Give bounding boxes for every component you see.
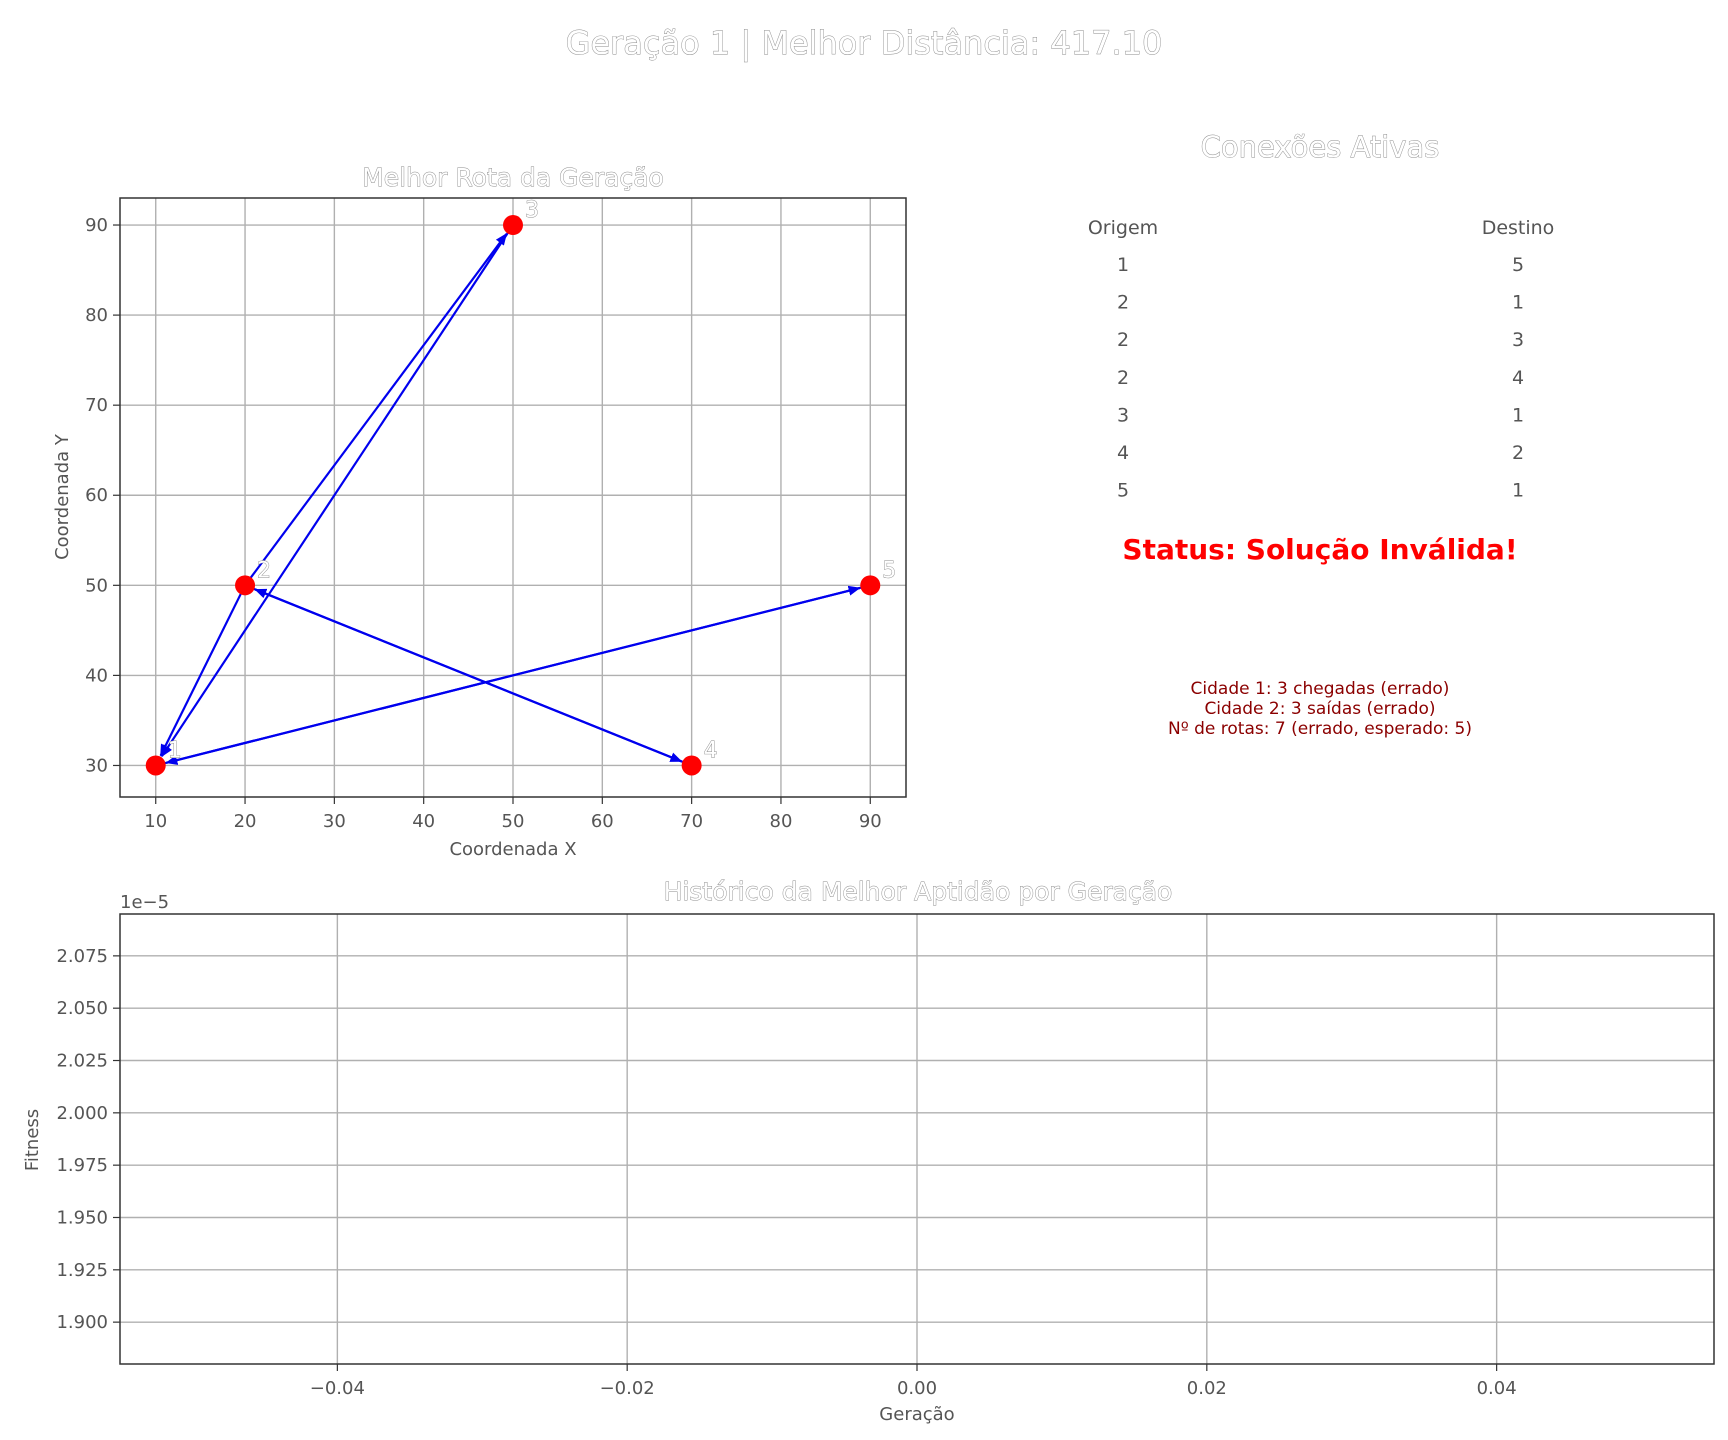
city-label-2: 2 — [257, 558, 271, 583]
connection-origin-cell: 3 — [1117, 404, 1129, 426]
fitness-y-tick-label: 2.075 — [56, 946, 108, 967]
connection-destination-cell: 1 — [1512, 404, 1524, 426]
connection-origin-cell: 2 — [1117, 329, 1129, 351]
route-x-axis-label: Coordenada X — [449, 839, 576, 860]
route-x-tick-label: 80 — [770, 811, 793, 832]
route-x-tick-label: 20 — [234, 811, 257, 832]
route-y-tick-label: 50 — [85, 575, 108, 596]
route-grid — [120, 198, 906, 797]
connection-destination-cell: 1 — [1512, 292, 1524, 314]
route-y-tick-label: 30 — [85, 755, 108, 776]
connection-origin-cell: 2 — [1117, 367, 1129, 389]
city-label-3: 3 — [525, 198, 539, 223]
fitness-offset-text: 1e−5 — [120, 892, 169, 913]
connections-header-origin: Origem — [1088, 217, 1158, 239]
fitness-x-tick-label: 0.04 — [1477, 1378, 1517, 1399]
connection-origin-cell: 2 — [1117, 292, 1129, 314]
fitness-x-tick-label: −0.02 — [600, 1378, 655, 1399]
fitness-x-tick-label: 0.00 — [897, 1378, 937, 1399]
fitness-y-tick-label: 2.050 — [56, 998, 108, 1019]
route-ticks: 10 20 30 40 50 60 70 80 90 30 40 50 60 70 80 90 — [85, 215, 882, 832]
error-line-2: Cidade 2: 3 saídas (errado) — [1204, 699, 1435, 719]
route-cities: 1 2 3 4 5 — [145, 198, 897, 776]
route-edge-4-2 — [254, 588, 693, 767]
route-edge-2-3 — [244, 233, 508, 586]
status-text: Status: Solução Inválida! — [1122, 533, 1517, 566]
fitness-y-tick-label: 1.900 — [56, 1312, 108, 1333]
fitness-ticks: −0.04 −0.02 0.00 0.02 0.04 1.900 1.925 1.950 1.9… — [56, 946, 1516, 1399]
route-x-tick-label: 10 — [144, 811, 167, 832]
connection-destination-cell: 3 — [1512, 329, 1524, 351]
route-x-tick-label: 30 — [323, 811, 346, 832]
connection-destination-cell: 4 — [1512, 367, 1524, 389]
error-line-3: Nº de rotas: 7 (errado, esperado: 5) — [1168, 719, 1472, 739]
city-label-1: 1 — [168, 738, 182, 763]
connection-destination-cell: 2 — [1512, 442, 1524, 464]
city-marker-1 — [145, 755, 166, 776]
city-marker-3 — [503, 215, 523, 236]
fitness-y-tick-label: 2.025 — [56, 1051, 108, 1072]
fitness-x-tick-label: 0.02 — [1187, 1378, 1227, 1399]
route-edge-3-1 — [160, 224, 514, 758]
fitness-x-axis-label: Geração — [879, 1404, 954, 1425]
route-edge-2-1 — [159, 584, 247, 757]
route-chart: Melhor Rota da Geração 1 2 3 4 5 10 20 30 40 50 6… — [52, 163, 907, 860]
route-y-tick-label: 70 — [85, 395, 108, 416]
route-x-tick-label: 70 — [680, 811, 703, 832]
connection-origin-cell: 1 — [1117, 254, 1129, 276]
route-y-axis-label: Coordenada Y — [52, 433, 73, 560]
fitness-chart: Histórico da Melhor Aptidão por Geração … — [22, 877, 1715, 1425]
fitness-y-axis-label: Fitness — [22, 1109, 43, 1171]
city-marker-2 — [235, 575, 256, 596]
city-label-5: 5 — [882, 558, 896, 583]
fitness-y-tick-label: 1.950 — [56, 1207, 108, 1228]
route-y-tick-label: 60 — [85, 485, 108, 506]
route-y-tick-label: 80 — [85, 305, 108, 326]
route-x-tick-label: 60 — [591, 811, 614, 832]
connection-destination-cell: 1 — [1512, 480, 1524, 502]
fitness-y-tick-label: 2.000 — [56, 1103, 108, 1124]
city-label-4: 4 — [704, 738, 718, 763]
route-y-tick-label: 40 — [85, 665, 108, 686]
fitness-x-tick-label: −0.04 — [310, 1378, 365, 1399]
fitness-chart-title: Histórico da Melhor Aptidão por Geração — [664, 877, 1173, 906]
connections-panel: Conexões Ativas Origem Destino 1 5 2 1 2 3 2 4 3… — [1088, 130, 1554, 739]
route-x-tick-label: 50 — [502, 811, 525, 832]
route-edges — [155, 224, 871, 767]
city-marker-5 — [860, 575, 881, 596]
route-chart-title: Melhor Rota da Geração — [362, 163, 664, 192]
fitness-y-tick-label: 1.975 — [56, 1155, 108, 1176]
connections-header-destination: Destino — [1482, 217, 1555, 239]
route-x-tick-label: 90 — [859, 811, 882, 832]
connection-destination-cell: 5 — [1512, 254, 1524, 276]
route-x-tick-label: 40 — [412, 811, 435, 832]
route-edge-5-1 — [165, 584, 871, 765]
connection-origin-cell: 5 — [1117, 480, 1129, 502]
figure-suptitle: Geração 1 | Melhor Distância: 417.10 — [566, 24, 1163, 62]
connection-origin-cell: 4 — [1117, 442, 1129, 464]
connections-table: 1 5 2 1 2 3 2 4 3 1 4 2 5 1 — [1117, 254, 1524, 502]
route-y-tick-label: 90 — [85, 215, 108, 236]
fitness-y-tick-label: 1.925 — [56, 1260, 108, 1281]
error-line-1: Cidade 1: 3 chegadas (errado) — [1191, 679, 1450, 699]
connections-title: Conexões Ativas — [1201, 130, 1440, 164]
fitness-grid — [120, 914, 1714, 1364]
city-marker-4 — [681, 755, 702, 776]
